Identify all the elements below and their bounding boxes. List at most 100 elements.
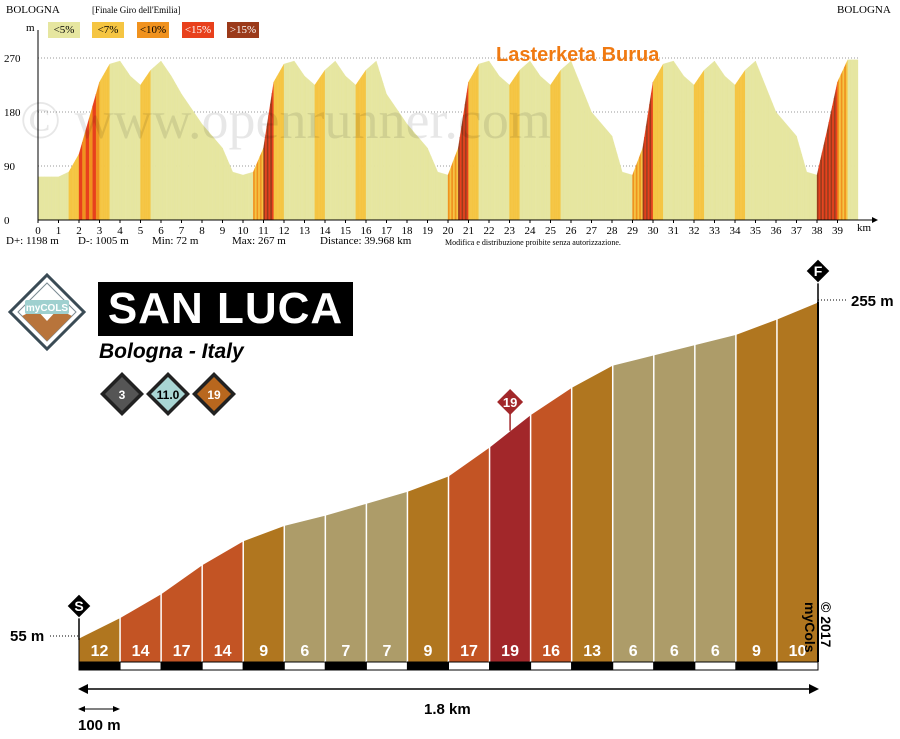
x-tick-label: 5 <box>138 225 144 237</box>
climb-location: Bologna - Italy <box>99 340 244 363</box>
x-tick-label: 36 <box>771 225 783 237</box>
stat-notice: Modifica e distribuzione proibite senza … <box>445 238 621 247</box>
start-label: BOLOGNA <box>6 4 60 16</box>
x-tick-label: 0 <box>35 225 41 237</box>
x-tick-label: 23 <box>504 225 516 237</box>
grade-label: 12 <box>91 643 109 660</box>
y-tick-label: 270 <box>4 53 21 65</box>
grade-label: 9 <box>259 643 268 660</box>
start-elevation: 55 m <box>10 628 45 645</box>
x-tick-label: 10 <box>238 225 250 237</box>
start-marker-label: S <box>74 598 83 614</box>
scale-segment <box>735 661 778 671</box>
grade-label: 7 <box>382 643 391 660</box>
x-tick-label: 37 <box>791 225 803 237</box>
scale-segment <box>406 661 450 671</box>
end-label: BOLOGNA <box>837 4 891 16</box>
scale-label: 100 m <box>78 717 121 734</box>
x-tick-label: 30 <box>648 225 660 237</box>
x-tick-label: 14 <box>320 225 332 237</box>
grade-bar <box>448 446 490 662</box>
grade-bar <box>79 617 121 662</box>
badge-label: 19 <box>207 388 221 402</box>
x-tick-label: 21 <box>463 225 474 237</box>
scale-segment <box>324 661 367 671</box>
x-axis-arrow <box>872 217 878 223</box>
x-tick-label: 15 <box>340 225 352 237</box>
grade-bar <box>325 503 367 662</box>
grade-bar <box>243 525 285 662</box>
legend-item: <15% <box>182 22 214 38</box>
x-tick-label: 7 <box>179 225 185 237</box>
grade-bar <box>202 540 244 662</box>
y-unit-label: m <box>26 22 35 34</box>
grade-bar <box>530 387 572 662</box>
grade-bar <box>120 593 162 662</box>
x-tick-label: 16 <box>361 225 373 237</box>
grade-label: 9 <box>752 643 761 660</box>
x-tick-label: 1 <box>56 225 62 237</box>
grade-bar <box>653 344 695 662</box>
x-tick-label: 39 <box>832 225 844 237</box>
legend-item: <7% <box>92 22 124 38</box>
stat-distance: Distance: 39.968 km <box>320 235 412 247</box>
grade-bar <box>407 475 449 662</box>
grade-label: 13 <box>583 643 601 660</box>
x-tick-label: 20 <box>443 225 455 237</box>
scale-segment <box>694 661 737 671</box>
scale-segment <box>201 661 244 671</box>
start-marker <box>66 593 92 619</box>
logo-text: myCOLS <box>26 303 69 314</box>
grade-label: 14 <box>214 643 232 660</box>
x-tick-label: 2 <box>76 225 82 237</box>
x-tick-label: 32 <box>689 225 700 237</box>
badge-inner <box>105 377 139 411</box>
grade-label: 19 <box>501 643 519 660</box>
x-tick-label: 3 <box>97 225 103 237</box>
finish-marker <box>805 258 831 284</box>
x-tick-label: 35 <box>750 225 762 237</box>
badge-label: 11.0 <box>157 388 180 402</box>
y-tick-label: 0 <box>4 215 10 227</box>
scale-segment <box>160 661 203 671</box>
max-grade-label: 19 <box>503 395 517 410</box>
x-tick-label: 34 <box>730 225 742 237</box>
scale-arrow-left <box>78 706 85 712</box>
badge-inner <box>151 377 185 411</box>
max-grade-marker <box>497 389 524 415</box>
stat-dplus: D+: 1198 m <box>6 235 59 247</box>
grade-bar <box>366 491 408 662</box>
grade-bar <box>571 365 613 662</box>
x-tick-label: 25 <box>545 225 557 237</box>
x-tick-label: 22 <box>484 225 495 237</box>
scale-segment <box>530 661 573 671</box>
scale-segment <box>365 661 408 671</box>
climb-title: SAN LUCA <box>98 282 353 336</box>
x-tick-label: 4 <box>117 225 123 237</box>
scale-segment <box>78 661 121 671</box>
copyright: © 2017 myCols <box>802 602 834 668</box>
x-tick-label: 24 <box>525 225 537 237</box>
profile-subtitle: [Finale Giro dell'Emilia] <box>92 5 181 15</box>
grade-bar <box>776 302 818 662</box>
stat-dminus: D-: 1005 m <box>78 235 129 247</box>
grade-label: 6 <box>300 643 309 660</box>
legend-item: <5% <box>48 22 80 38</box>
end-elevation: 255 m <box>851 293 894 310</box>
legend-item: <10% <box>137 22 169 38</box>
logo-bar <box>25 300 69 314</box>
x-tick-label: 9 <box>220 225 226 237</box>
grade-label: 6 <box>629 643 638 660</box>
x-tick-label: 29 <box>627 225 639 237</box>
watermark: © www.openrunner.com <box>20 90 551 150</box>
x-tick-label: 17 <box>381 225 393 237</box>
scale-segment <box>612 661 655 671</box>
distance-arrow-right <box>809 684 819 694</box>
x-tick-label: 26 <box>566 225 578 237</box>
finish-marker-label: F <box>814 263 823 279</box>
grade-label: 16 <box>542 643 560 660</box>
scale-segment <box>119 661 162 671</box>
x-tick-label: 6 <box>158 225 164 237</box>
